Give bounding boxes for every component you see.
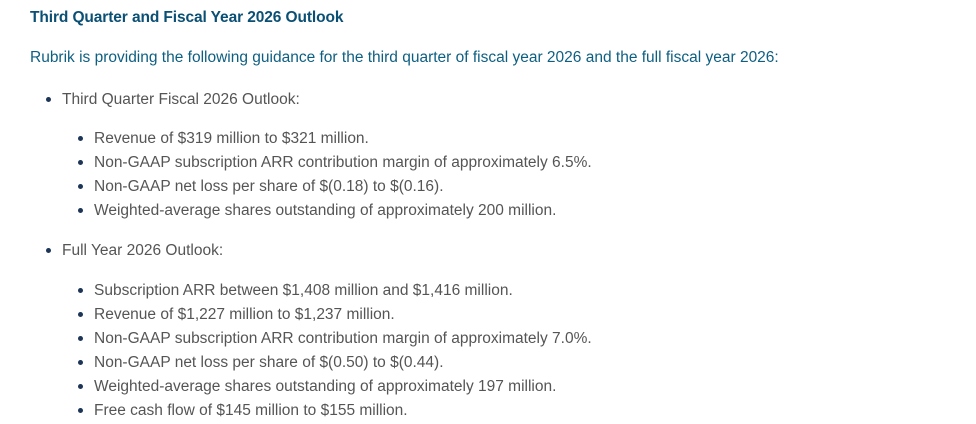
list-item: Free cash flow of $145 million to $155 m… bbox=[78, 400, 592, 424]
list-item: Non-GAAP subscription ARR contribution m… bbox=[78, 328, 592, 352]
list-item: Weighted-average shares outstanding of a… bbox=[78, 376, 592, 400]
list-item: Full Year 2026 Outlook: bbox=[46, 240, 223, 262]
q3-items: Revenue of $319 million to $321 million.… bbox=[78, 128, 592, 224]
section-heading: Third Quarter and Fiscal Year 2026 Outlo… bbox=[30, 9, 344, 26]
list-item: Revenue of $319 million to $321 million. bbox=[78, 128, 592, 152]
list-item: Subscription ARR between $1,408 million … bbox=[78, 280, 592, 304]
list-item: Revenue of $1,227 million to $1,237 mill… bbox=[78, 304, 592, 328]
outlook-fy: Full Year 2026 Outlook: bbox=[46, 240, 223, 262]
list-item: Non-GAAP net loss per share of $(0.18) t… bbox=[78, 176, 592, 200]
list-item: Weighted-average shares outstanding of a… bbox=[78, 200, 592, 224]
list-item: Non-GAAP subscription ARR contribution m… bbox=[78, 152, 592, 176]
intro-paragraph: Rubrik is providing the following guidan… bbox=[30, 49, 779, 66]
outlook-q3: Third Quarter Fiscal 2026 Outlook: bbox=[46, 89, 300, 111]
list-item: Third Quarter Fiscal 2026 Outlook: bbox=[46, 89, 300, 111]
fy-items: Subscription ARR between $1,408 million … bbox=[78, 280, 592, 424]
list-item: Non-GAAP net loss per share of $(0.50) t… bbox=[78, 352, 592, 376]
